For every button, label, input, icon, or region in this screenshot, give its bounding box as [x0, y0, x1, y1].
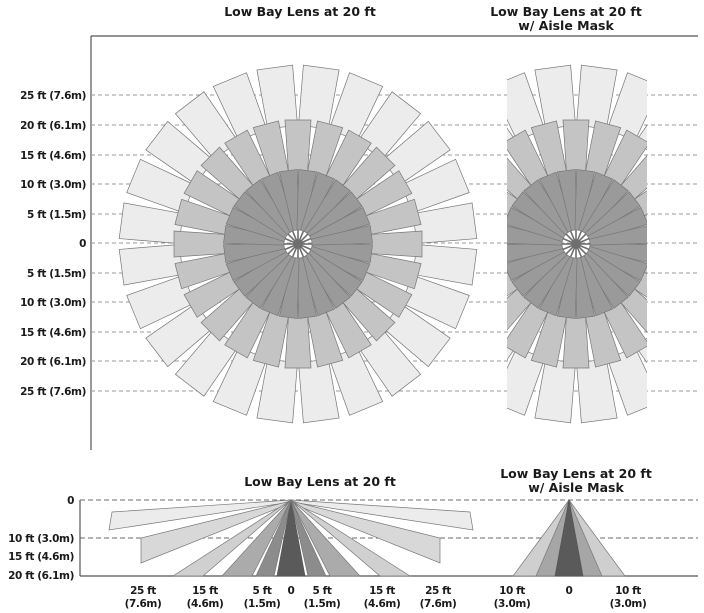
bottom-x-label-m: (4.6m): [364, 598, 401, 610]
bottom-x-label-ft: 15 ft: [369, 585, 395, 597]
top-y-label: 25 ft (7.6m): [20, 386, 86, 398]
bottom-y-label: 0: [67, 495, 74, 507]
top-y-label: 25 ft (7.6m): [20, 90, 86, 102]
bottom-x-label-m: (1.5m): [304, 598, 341, 610]
bottom-x-label-ft: 0: [288, 585, 295, 597]
top-y-label: 15 ft (4.6m): [20, 327, 86, 339]
lens-zone-far: [679, 159, 704, 212]
bottom-right-title-line1: Low Bay Lens at 20 ft: [500, 466, 652, 481]
bottom-left-side-view-pattern: [108, 499, 474, 577]
sensor-center: [293, 239, 303, 249]
lens-zone-near: [311, 224, 373, 246]
lens-zone-far: [679, 275, 704, 328]
top-y-axis-labels: 25 ft (7.6m) 20 ft (6.1m) 15 ft (4.6m) 1…: [20, 90, 86, 398]
bottom-x-label-ft: 5 ft: [313, 585, 332, 597]
side-zone-outer-left: [171, 499, 292, 577]
side-zone-outer-right: [290, 499, 412, 577]
side-zone-near-right: [290, 499, 327, 577]
top-y-label: 20 ft (6.1m): [20, 356, 86, 368]
side-zone-center: [276, 499, 306, 577]
bottom-x-label-ft: 5 ft: [253, 585, 272, 597]
lens-zone-near: [589, 225, 647, 246]
lens-zone-far: [691, 203, 704, 244]
side-zone-mid-left: [221, 499, 292, 577]
lens-zone-far: [661, 304, 704, 367]
top-right-title-line2: w/ Aisle Mask: [518, 18, 614, 33]
top-y-label: 0: [79, 238, 86, 250]
bottom-x-label-ft: 25 ft: [130, 585, 156, 597]
bottom-y-axis-labels: 0 10 ft (3.0m) 15 ft (4.6m) 20 ft (6.1m): [8, 495, 74, 582]
lens-zone-mid: [639, 234, 647, 254]
top-y-label: 5 ft (1.5m): [27, 268, 86, 280]
side-zone-near-left: [255, 499, 292, 577]
top-y-label: 5 ft (1.5m): [27, 209, 86, 221]
bottom-y-label: 10 ft (3.0m): [8, 533, 74, 545]
top-y-label: 10 ft (3.0m): [20, 297, 86, 309]
sensor-center: [571, 239, 581, 249]
top-left-coverage-pattern: [118, 64, 478, 424]
lens-zone-far: [691, 245, 704, 286]
top-right-coverage-pattern-aisle-mask: [507, 64, 704, 424]
top-y-label: 20 ft (6.1m): [20, 120, 86, 132]
top-left-title: Low Bay Lens at 20 ft: [224, 4, 376, 19]
top-right-title-line1: Low Bay Lens at 20 ft: [490, 4, 642, 19]
mask-zone-center: [554, 499, 584, 577]
bottom-right-title-line2: w/ Aisle Mask: [528, 480, 624, 495]
bottom-left-x-axis-labels: 25 ft (7.6m) 15 ft (4.6m) 5 ft (1.5m) 0 …: [125, 585, 457, 610]
bottom-x-label-m: (4.6m): [187, 598, 224, 610]
lens-zone-far: [661, 121, 704, 184]
bottom-x-label-m: (1.5m): [244, 598, 281, 610]
bottom-x-label-ft: 25 ft: [425, 585, 451, 597]
bottom-x-label-ft: 0: [566, 585, 573, 597]
bottom-x-label-ft: 10 ft: [615, 585, 641, 597]
side-zone-mid-right: [290, 499, 361, 577]
bottom-right-side-view-aisle-mask: [512, 499, 626, 577]
lens-zone-far: [507, 127, 517, 149]
bottom-left-title: Low Bay Lens at 20 ft: [244, 474, 396, 489]
lens-zone-far: [507, 339, 517, 361]
bottom-x-label-m: (7.6m): [125, 598, 162, 610]
top-y-label: 10 ft (3.0m): [20, 179, 86, 191]
bottom-x-label-m: (3.0m): [494, 598, 531, 610]
bottom-right-x-axis-labels: 10 ft (3.0m) 0 10 ft (3.0m): [494, 585, 647, 610]
bottom-x-label-ft: 10 ft: [499, 585, 525, 597]
bottom-y-label: 15 ft (4.6m): [8, 551, 74, 563]
bottom-x-label-m: (3.0m): [610, 598, 647, 610]
top-y-label: 15 ft (4.6m): [20, 150, 86, 162]
bottom-x-label-m: (7.6m): [420, 598, 457, 610]
bottom-y-label: 20 ft (6.1m): [8, 570, 74, 582]
bottom-x-label-ft: 15 ft: [192, 585, 218, 597]
